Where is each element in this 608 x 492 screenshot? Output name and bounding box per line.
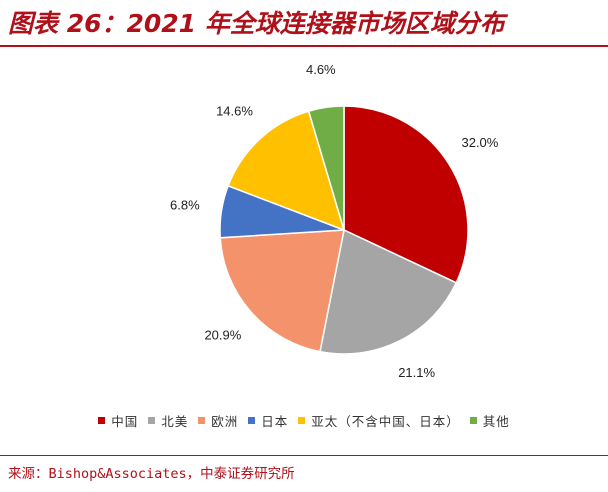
- legend-item-2: 欧洲: [198, 411, 238, 430]
- legend-swatch: [248, 417, 256, 424]
- source-divider: [0, 455, 608, 456]
- legend-swatch: [98, 417, 106, 424]
- pie-slice-1: [319, 228, 458, 355]
- legend-label: 中国: [111, 414, 139, 429]
- legend-label: 欧洲: [211, 414, 239, 429]
- pie-slice-2: [219, 229, 345, 353]
- pie-slice-5: [307, 105, 345, 231]
- pie-chart-svg: 32.0% 21.1% 20.9% 6.8% 14.6% 4.6%: [170, 62, 499, 380]
- pie-chart: 32.0% 21.1% 20.9% 6.8% 14.6% 4.6%: [0, 48, 608, 442]
- pie-slice-label-3: 6.8%: [170, 197, 200, 212]
- pie-slice-label-5: 4.6%: [306, 62, 336, 77]
- legend-label: 日本: [261, 414, 289, 429]
- pie-slice-label-4: 14.6%: [216, 103, 253, 118]
- pie-slice-0: [343, 105, 469, 284]
- legend-label: 其他: [482, 414, 510, 429]
- chart-title: 图表 26：2021 年全球连接器市场区域分布: [8, 9, 505, 38]
- legend-swatch: [298, 417, 306, 424]
- source-note: 来源：Bishop&Associates，中泰证券研究所: [8, 466, 295, 482]
- legend-item-1: 北美: [148, 411, 188, 430]
- chart-legend: 中国 北美 欧洲 日本 亚太（不含中国、日本） 其他: [0, 411, 608, 430]
- pie-slice-label-2: 20.9%: [204, 328, 241, 343]
- pie-slice-4: [227, 110, 346, 232]
- title-divider: [0, 45, 608, 47]
- legend-swatch: [148, 417, 156, 424]
- legend-swatch: [469, 417, 477, 424]
- pie-slice-label-0: 32.0%: [461, 135, 498, 150]
- pie-slice-label-1: 21.1%: [398, 365, 435, 380]
- legend-item-5: 其他: [469, 411, 510, 430]
- legend-label: 亚太（不含中国、日本）: [311, 414, 460, 429]
- legend-label: 北美: [161, 414, 189, 429]
- legend-item-0: 中国: [98, 411, 138, 430]
- legend-item-3: 日本: [248, 411, 288, 430]
- legend-item-4: 亚太（不含中国、日本）: [298, 411, 460, 430]
- legend-swatch: [198, 417, 206, 424]
